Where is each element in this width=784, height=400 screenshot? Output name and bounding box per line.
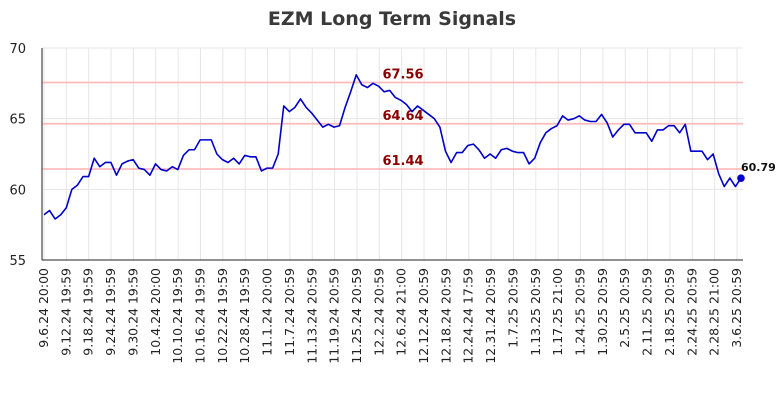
x-tick-label: 2.11.25 20:59 [640, 268, 655, 356]
x-axis-ticks: 9.6.24 20:00 9.12.24 19:59 9.18.24 19:59 9.… [36, 268, 744, 364]
x-tick-label: 10.22.24 19:59 [215, 268, 230, 364]
x-tick-label: 9.30.24 19:59 [125, 268, 140, 356]
x-tick-label: 11.13.24 20:59 [304, 268, 319, 364]
x-tick-label: 10.4.24 20:00 [148, 268, 163, 356]
x-tick-label: 12.18.24 20:59 [438, 268, 453, 364]
x-tick-label: 12.31.24 20:59 [483, 268, 498, 364]
x-tick-label: 9.24.24 19:59 [103, 268, 118, 356]
x-tick-label: 1.7.25 20:59 [505, 268, 520, 348]
x-tick-label: 11.25.24 20:59 [349, 268, 364, 364]
x-tick-label: 9.18.24 19:59 [81, 268, 96, 356]
x-tick-label: 2.24.25 20:59 [684, 268, 699, 356]
x-tick-label: 2.18.25 20:59 [662, 268, 677, 356]
reference-line-label: 61.44 [382, 154, 423, 169]
x-tick-label: 2.28.25 21:00 [707, 268, 722, 356]
series-layer: 60.79 [43, 74, 776, 220]
last-value-label: 60.79 [741, 161, 776, 174]
y-tick-label: 55 [9, 254, 26, 269]
last-point-marker [737, 174, 745, 182]
x-tick-label: 12.24.24 17:59 [461, 268, 476, 364]
y-tick-label: 70 [9, 42, 26, 57]
x-tick-label: 9.6.24 20:00 [36, 268, 51, 348]
chart-title: EZM Long Term Signals [268, 8, 516, 30]
x-tick-label: 12.2.24 20:59 [371, 268, 386, 356]
series-line [43, 74, 742, 220]
x-tick-label: 9.12.24 19:59 [58, 268, 73, 356]
x-tick-label: 1.24.25 20:59 [573, 268, 588, 356]
x-tick-label: 12.6.24 21:00 [394, 268, 409, 356]
x-tick-label: 11.7.24 20:59 [282, 268, 297, 356]
x-tick-label: 1.30.25 20:59 [595, 268, 610, 356]
reference-line-label: 64.64 [382, 109, 423, 124]
x-tick-label: 10.10.24 19:59 [170, 268, 185, 364]
reference-line-label: 67.56 [382, 67, 423, 82]
x-tick-label: 1.17.25 21:00 [550, 268, 565, 356]
x-tick-label: 3.6.25 20:59 [729, 268, 744, 348]
x-tick-label: 11.19.24 20:59 [327, 268, 342, 364]
x-tick-label: 10.28.24 19:59 [237, 268, 252, 364]
x-tick-label: 11.1.24 20:00 [260, 268, 275, 356]
axes [41, 48, 743, 261]
x-tick-label: 2.5.25 20:59 [617, 268, 632, 348]
y-axis-ticks: 55 60 65 70 [9, 42, 26, 269]
x-tick-label: 10.16.24 19:59 [192, 268, 207, 364]
x-tick-label: 1.13.25 20:59 [528, 268, 543, 356]
y-tick-label: 60 [9, 183, 26, 198]
x-tick-label: 12.12.24 20:59 [416, 268, 431, 364]
y-tick-label: 65 [9, 113, 26, 128]
